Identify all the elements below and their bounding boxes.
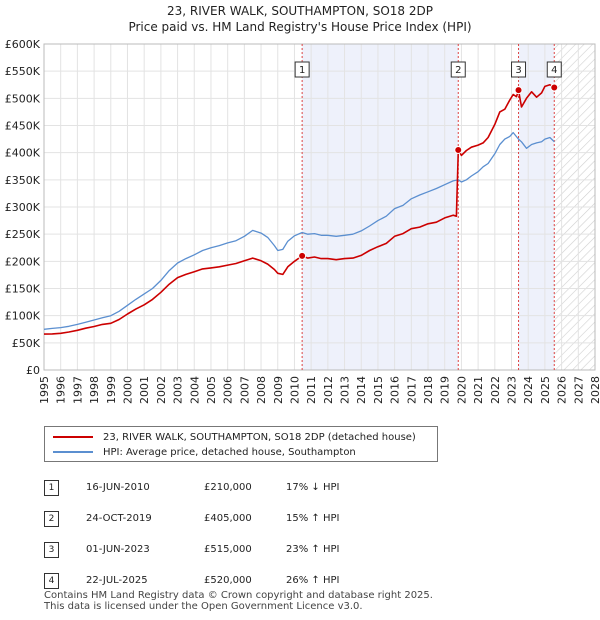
y-tick-label: £50K bbox=[12, 337, 41, 350]
x-tick-label: 2002 bbox=[155, 376, 168, 404]
sale-point bbox=[514, 86, 523, 95]
y-tick-label: £0 bbox=[26, 364, 40, 377]
event-number-badge: 2 bbox=[44, 510, 59, 527]
footer-line-licence: This data is licensed under the Open Gov… bbox=[44, 601, 363, 612]
x-tick-label: 2015 bbox=[372, 376, 385, 404]
y-tick-label: £250K bbox=[5, 228, 41, 241]
event-number-badge: 1 bbox=[44, 479, 59, 496]
x-tick-label: 2009 bbox=[272, 376, 285, 404]
event-price: £210,000 bbox=[204, 482, 252, 493]
sale-number-label: 4 bbox=[551, 65, 557, 76]
legend-swatch-hpi bbox=[53, 451, 93, 453]
x-tick-label: 2011 bbox=[305, 376, 318, 404]
event-hpi-change: 26% ↑ HPI bbox=[286, 575, 340, 586]
chart-title: 23, RIVER WALK, SOUTHAMPTON, SO18 2DP bbox=[167, 4, 433, 18]
y-tick-label: £300K bbox=[5, 201, 41, 214]
x-tick-label: 2010 bbox=[288, 376, 301, 404]
legend-label-property: 23, RIVER WALK, SOUTHAMPTON, SO18 2DP (d… bbox=[103, 431, 416, 443]
event-price: £520,000 bbox=[204, 575, 252, 586]
event-date: 24-OCT-2019 bbox=[86, 513, 152, 524]
y-tick-label: £400K bbox=[5, 147, 41, 160]
event-hpi-change: 15% ↑ HPI bbox=[286, 513, 340, 524]
sale-number-box bbox=[294, 61, 310, 78]
event-date: 16-JUN-2010 bbox=[86, 482, 150, 493]
series-line-property bbox=[43, 84, 555, 335]
table-row: 4 22-JUL-2025 £520,000 26% ↑ HPI bbox=[44, 565, 339, 596]
x-tick-label: 1997 bbox=[71, 376, 84, 404]
sale-number-label: 2 bbox=[455, 65, 461, 76]
sale-number-label: 1 bbox=[299, 65, 305, 76]
x-tick-label: 2022 bbox=[489, 376, 502, 404]
x-tick-label: 2020 bbox=[455, 376, 468, 404]
y-tick-label: £150K bbox=[5, 283, 41, 296]
x-tick-label: 1995 bbox=[38, 376, 51, 404]
x-tick-label: 2003 bbox=[172, 376, 185, 404]
sale-number-label: 3 bbox=[515, 65, 521, 76]
x-tick-label: 2025 bbox=[539, 376, 552, 404]
x-tick-label: 2016 bbox=[389, 376, 402, 404]
table-row: 2 24-OCT-2019 £405,000 15% ↑ HPI bbox=[44, 503, 339, 534]
event-date: 01-JUN-2023 bbox=[86, 544, 150, 555]
x-tick-label: 2028 bbox=[589, 376, 600, 404]
y-tick-label: £100K bbox=[5, 310, 41, 323]
x-tick-label: 2027 bbox=[572, 376, 585, 404]
legend: 23, RIVER WALK, SOUTHAMPTON, SO18 2DP (d… bbox=[44, 426, 438, 462]
x-tick-label: 2012 bbox=[322, 376, 335, 404]
x-tick-label: 1998 bbox=[88, 376, 101, 404]
legend-swatch-property bbox=[53, 436, 93, 438]
table-row: 3 01-JUN-2023 £515,000 23% ↑ HPI bbox=[44, 534, 339, 565]
plot-border bbox=[43, 43, 596, 371]
legend-item-property: 23, RIVER WALK, SOUTHAMPTON, SO18 2DP (d… bbox=[53, 430, 416, 444]
x-tick-label: 2013 bbox=[339, 376, 352, 404]
sale-number-box bbox=[546, 61, 562, 78]
x-tick-label: 2017 bbox=[405, 376, 418, 404]
event-price: £515,000 bbox=[204, 544, 252, 555]
y-tick-label: £200K bbox=[5, 255, 41, 268]
y-tick-label: £450K bbox=[5, 120, 41, 133]
footer-attribution: Contains HM Land Registry data © Crown c… bbox=[44, 590, 433, 612]
x-tick-label: 2023 bbox=[506, 376, 519, 404]
price-chart: 23, RIVER WALK, SOUTHAMPTON, SO18 2DP Pri… bbox=[5, 4, 600, 404]
series-line-hpi bbox=[43, 131, 555, 330]
x-tick-label: 2021 bbox=[472, 376, 485, 404]
x-tick-label: 1999 bbox=[105, 376, 118, 404]
x-tick-label: 2007 bbox=[238, 376, 251, 404]
y-tick-label: £350K bbox=[5, 174, 41, 187]
x-tick-label: 2001 bbox=[138, 376, 151, 404]
x-tick-label: 2026 bbox=[556, 376, 569, 404]
y-tick-label: £500K bbox=[5, 92, 41, 105]
x-tick-label: 2000 bbox=[121, 376, 134, 404]
chart-subtitle: Price paid vs. HM Land Registry's House … bbox=[128, 20, 471, 34]
event-price: £405,000 bbox=[204, 513, 252, 524]
x-tick-label: 2014 bbox=[355, 376, 368, 404]
event-hpi-change: 17% ↓ HPI bbox=[286, 482, 340, 493]
sale-number-box bbox=[450, 61, 466, 78]
sale-point bbox=[298, 251, 307, 260]
x-tick-label: 2019 bbox=[439, 376, 452, 404]
event-number-badge: 4 bbox=[44, 572, 59, 589]
sale-point bbox=[550, 83, 559, 92]
x-tick-label: 2024 bbox=[522, 376, 535, 404]
x-tick-label: 2008 bbox=[255, 376, 268, 404]
legend-label-hpi: HPI: Average price, detached house, Sout… bbox=[103, 446, 356, 458]
event-number-badge: 3 bbox=[44, 541, 59, 558]
x-tick-label: 1996 bbox=[55, 376, 68, 404]
event-date: 22-JUL-2025 bbox=[86, 575, 148, 586]
sale-number-box bbox=[511, 61, 527, 78]
x-tick-label: 2005 bbox=[205, 376, 218, 404]
table-row: 1 16-JUN-2010 £210,000 17% ↓ HPI bbox=[44, 472, 339, 503]
x-tick-label: 2004 bbox=[188, 376, 201, 404]
x-tick-label: 2018 bbox=[422, 376, 435, 404]
footer-line-copyright: Contains HM Land Registry data © Crown c… bbox=[44, 590, 433, 601]
y-tick-label: £600K bbox=[5, 38, 41, 51]
sale-point bbox=[454, 145, 463, 154]
sales-table: 1 16-JUN-2010 £210,000 17% ↓ HPI 2 24-OC… bbox=[44, 472, 339, 596]
legend-item-hpi: HPI: Average price, detached house, Sout… bbox=[53, 445, 356, 459]
y-tick-label: £550K bbox=[5, 65, 41, 78]
x-tick-label: 2006 bbox=[222, 376, 235, 404]
event-hpi-change: 23% ↑ HPI bbox=[286, 544, 340, 555]
